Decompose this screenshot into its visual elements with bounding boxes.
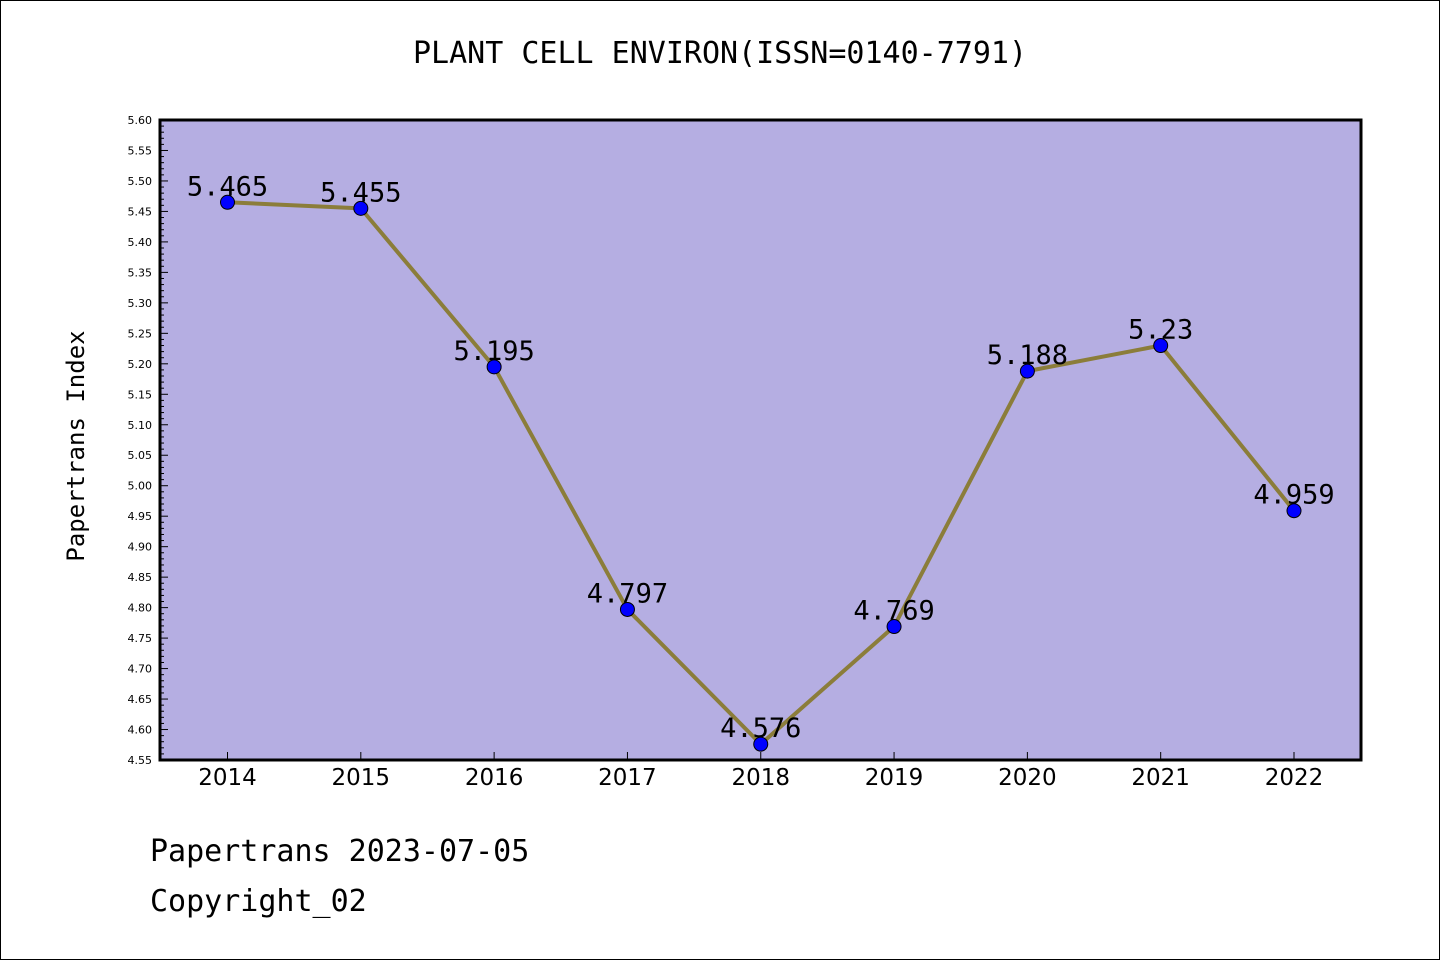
- plot-border: [158, 118, 1363, 762]
- plot-area: [160, 120, 1361, 760]
- data-point-marker: [753, 736, 769, 752]
- data-point-label: 4.769: [853, 596, 934, 627]
- x-tick-label: 2018: [731, 765, 790, 791]
- data-labels: 5.465 5.455 5.195 4.797 4.576 4.769 5.188 5.23 4…: [187, 171, 1335, 744]
- data-point-marker: [220, 194, 235, 210]
- footer-copyright: Copyright_02: [150, 884, 367, 919]
- y-tick-label: 5.15: [128, 388, 153, 401]
- y-tick-label: 5.00: [128, 480, 153, 493]
- data-point-label: 5.23: [1128, 315, 1193, 346]
- x-tick-label: 2022: [1265, 765, 1324, 791]
- y-tick-label: 5.45: [128, 205, 153, 218]
- y-tick-label: 5.40: [128, 236, 153, 249]
- x-tick-label: 2016: [465, 765, 524, 791]
- x-tick-label: 2021: [1131, 765, 1190, 791]
- y-tick-label: 5.20: [128, 358, 153, 371]
- y-tick-label: 4.95: [128, 510, 153, 523]
- y-tick-label: 4.55: [128, 754, 153, 767]
- data-point-marker: [486, 359, 502, 375]
- data-point-label: 5.195: [453, 336, 534, 367]
- data-point-marker: [353, 200, 369, 216]
- data-point-label: 4.797: [587, 578, 668, 609]
- x-axis: 2014 2015 2016 2017 2018 2019 2020 2021 2022: [198, 752, 1323, 791]
- x-tick-label: 2014: [198, 765, 257, 791]
- x-tick-label: 2015: [332, 765, 391, 791]
- x-tick-label: 2017: [598, 765, 657, 791]
- data-point-label: 5.455: [320, 177, 401, 208]
- y-tick-label: 5.10: [128, 419, 153, 432]
- y-tick-label: 4.85: [128, 571, 153, 584]
- y-tick-label: 5.55: [128, 144, 153, 157]
- y-tick-label: 5.25: [128, 327, 153, 340]
- data-markers: [220, 194, 1302, 752]
- y-tick-label: 5.05: [128, 449, 153, 462]
- data-point-marker: [1153, 338, 1169, 354]
- data-point-marker: [1286, 503, 1302, 519]
- data-point-marker: [1019, 363, 1035, 379]
- y-tick-label: 4.60: [128, 724, 153, 737]
- data-point-label: 4.576: [720, 713, 801, 744]
- y-tick-label: 5.50: [128, 175, 153, 188]
- y-tick-label: 5.60: [128, 114, 153, 127]
- y-tick-label: 5.35: [128, 266, 153, 279]
- y-tick-label: 4.70: [128, 663, 153, 676]
- y-tick-label: 5.30: [128, 297, 153, 310]
- y-tick-label: 4.80: [128, 602, 153, 615]
- data-point-label: 5.188: [987, 340, 1068, 371]
- y-axis: 4.55 4.60 4.65 4.70 4.75 4.80 4.85 4.90 4.95 5.00…: [128, 114, 168, 767]
- y-tick-label: 4.90: [128, 541, 153, 554]
- y-tick-label: 4.75: [128, 632, 153, 645]
- y-tick-label: 4.65: [128, 693, 153, 706]
- data-point-label: 4.959: [1253, 480, 1334, 511]
- data-point-label: 5.465: [187, 171, 268, 202]
- x-tick-label: 2019: [865, 765, 924, 791]
- data-point-marker: [619, 601, 635, 617]
- x-tick-label: 2020: [998, 765, 1057, 791]
- data-point-marker: [886, 619, 902, 635]
- footer-date: Papertrans 2023-07-05: [150, 834, 530, 869]
- chart-title: PLANT CELL ENVIRON(ISSN=0140-7791): [412, 36, 1028, 71]
